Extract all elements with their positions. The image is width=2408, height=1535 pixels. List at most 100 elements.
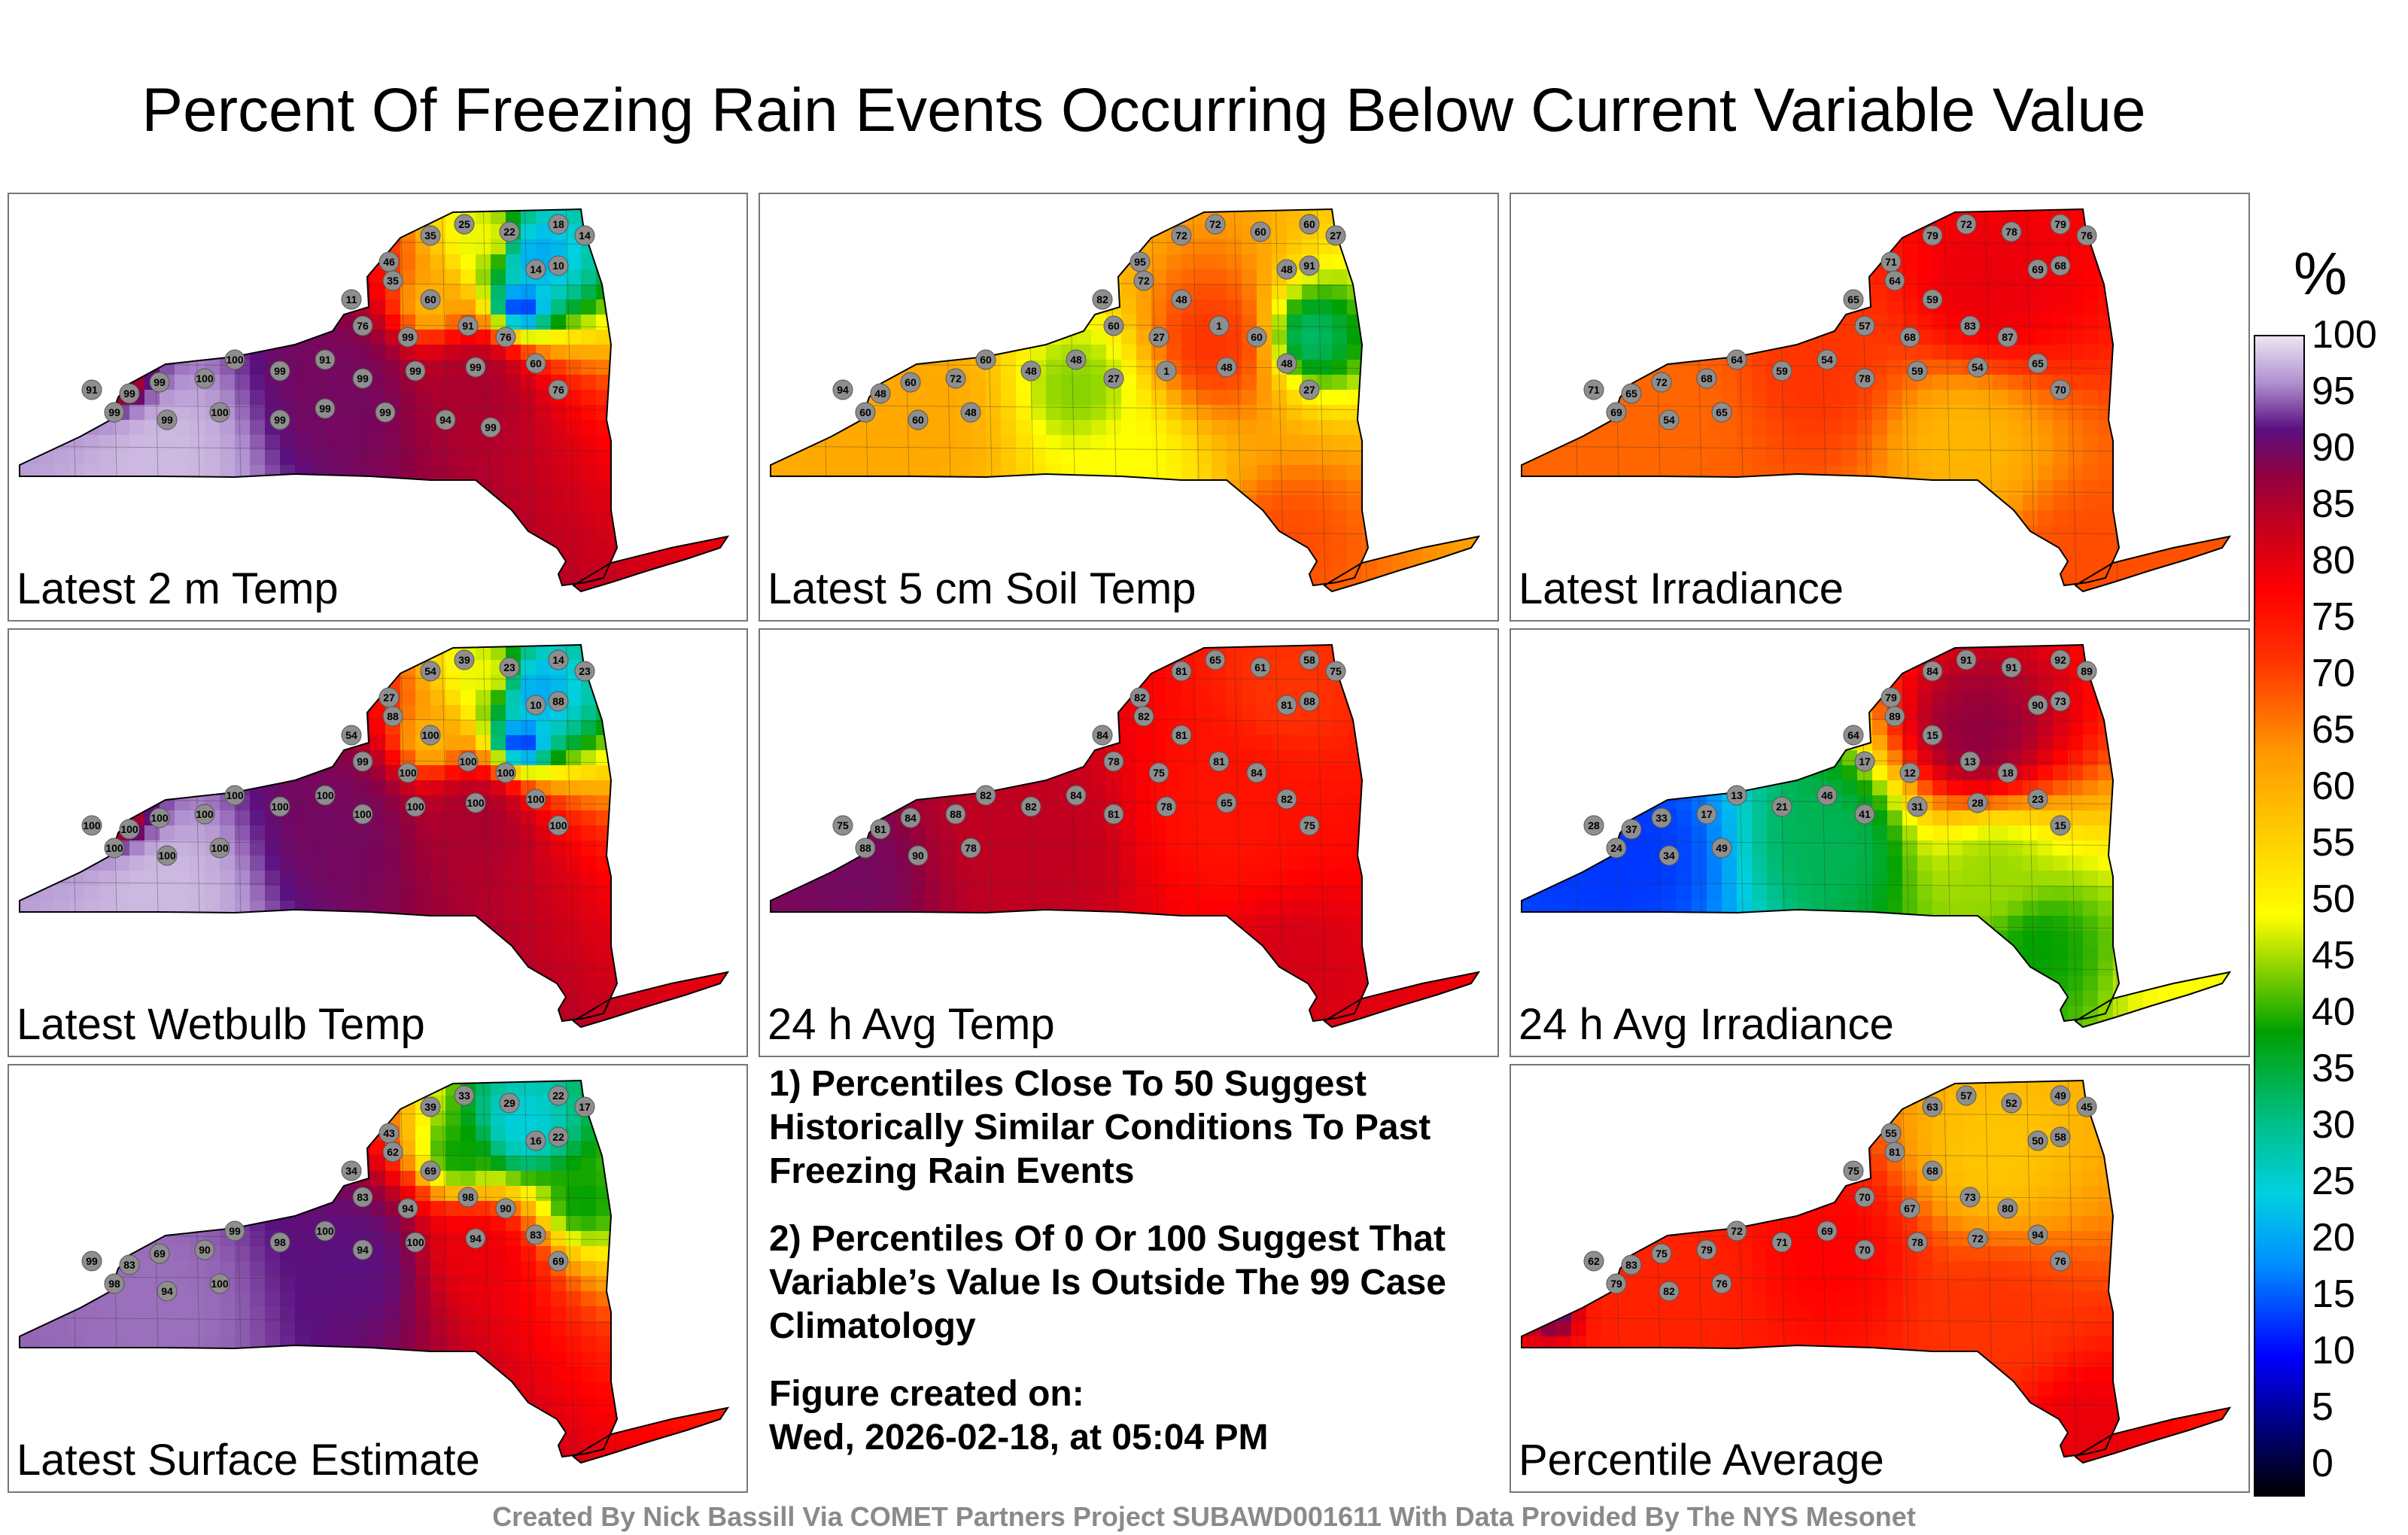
station-dot [1606, 837, 1627, 859]
station-marker: 81 [1171, 661, 1192, 682]
station-value: 72 [1655, 376, 1668, 388]
station-marker: 49 [1711, 837, 1732, 859]
station-dot [870, 383, 891, 404]
station-dot [269, 409, 290, 430]
station-value: 68 [1904, 331, 1916, 343]
station-dot [832, 379, 853, 400]
station-dot [382, 270, 403, 291]
station-value: 76 [1716, 1278, 1728, 1290]
station-value: 60 [912, 414, 924, 426]
station-marker: 80 [1997, 1198, 2018, 1219]
station-marker: 48 [960, 402, 981, 423]
station-value: 60 [1303, 218, 1315, 230]
station-dot [1250, 221, 1271, 242]
station-value: 100 [354, 808, 372, 820]
station-dot [525, 353, 546, 374]
map-canvas: 33 29 22 17 39 43 16 22 34 62 69 83 94 98 90 83 69 94 100 9… [19, 1079, 730, 1464]
station-dot [352, 804, 373, 825]
station-dot [1205, 649, 1226, 670]
station-marker: 98 [269, 1232, 290, 1253]
station-marker: 100 [458, 751, 479, 772]
long-island-outline [2074, 1406, 2232, 1464]
station-dot [458, 315, 479, 336]
station-value: 100 [406, 801, 424, 813]
panel-latest-irradiance: 72 78 79 76 79 71 69 68 65 64 59 57 68 83 87 65 70 54 59 78… [1510, 193, 2250, 622]
station-marker: 99 [375, 402, 396, 423]
station-value: 17 [1859, 755, 1871, 768]
station-marker: 82 [1130, 687, 1151, 708]
station-marker: 65 [1621, 383, 1642, 404]
station-value: 94 [402, 1202, 414, 1214]
station-dot [149, 807, 170, 828]
colorbar-tick-45: 45 [2312, 934, 2355, 977]
station-dot [499, 657, 520, 678]
station-value: 100 [549, 819, 567, 831]
station-marker: 60 [420, 289, 441, 310]
station-value: 68 [1701, 372, 1713, 385]
station-marker: 90 [908, 845, 929, 866]
station-value: 79 [1926, 229, 1938, 242]
note-2: 2) Percentiles Of 0 Or 100 Suggest That … [769, 1219, 1446, 1346]
station-dot [81, 379, 102, 400]
station-marker: 68 [1922, 1160, 1943, 1181]
station-dot [1967, 1228, 1988, 1249]
station-marker: 99 [269, 360, 290, 381]
station-value: 23 [503, 661, 515, 673]
station-marker: 82 [1276, 789, 1297, 810]
station-value: 94 [357, 1244, 369, 1256]
station-marker: 75 [1325, 661, 1346, 682]
created-label: Figure created on: [769, 1374, 1084, 1414]
station-value: 100 [83, 819, 101, 831]
station-marker: 15 [2050, 815, 2071, 836]
station-dot [1854, 1187, 1875, 1208]
station-value: 17 [579, 1101, 591, 1113]
station-marker: 88 [1299, 691, 1320, 712]
station-dot [960, 402, 981, 423]
station-value: 54 [345, 729, 357, 741]
station-value: 99 [86, 1255, 98, 1267]
station-marker: 62 [1583, 1251, 1604, 1272]
station-value: 31 [1911, 801, 1923, 813]
station-marker: 100 [194, 368, 215, 389]
station-value: 84 [1251, 767, 1263, 779]
station-value: 35 [387, 275, 399, 287]
station-dot [2076, 225, 2097, 246]
station-marker: 14 [574, 225, 595, 246]
station-value: 27 [1153, 331, 1165, 343]
panel-24h-avg-irradiance: 91 91 92 89 84 79 90 73 64 89 15 17 12 13 18 23 15 28 31 41… [1510, 628, 2250, 1057]
station-value: 69 [1610, 406, 1622, 418]
long-island-outline [2074, 971, 2232, 1029]
station-value: 76 [357, 320, 369, 332]
station-value: 99 [409, 365, 421, 377]
station-marker: 88 [855, 837, 876, 859]
station-dot [382, 706, 403, 727]
station-value: 59 [1926, 293, 1938, 305]
station-marker: 64 [1843, 725, 1864, 746]
station-marker: 27 [379, 687, 400, 708]
station-dot [1696, 1239, 1717, 1260]
colorbar-tick-90: 90 [2312, 426, 2355, 470]
station-value: 34 [345, 1165, 357, 1177]
colorbar-unit: % [2294, 240, 2348, 307]
panel-latest-wetbulb-temp: 39 23 14 23 54 27 10 88 54 88 100 99 100 100 100 100 100… [8, 628, 748, 1057]
station-marker: 54 [341, 725, 362, 746]
station-value: 46 [383, 256, 395, 268]
station-marker: 94 [465, 1228, 486, 1249]
station-dot [454, 649, 475, 670]
station-marker: 69 [548, 1251, 569, 1272]
colorbar-tick-5: 5 [2312, 1385, 2334, 1429]
station-value: 41 [1859, 808, 1871, 820]
station-value: 57 [1960, 1090, 1972, 1102]
station-value: 100 [271, 801, 289, 813]
station-dot [1726, 785, 1747, 806]
station-marker: 13 [1726, 785, 1747, 806]
colorbar-tick-25: 25 [2312, 1160, 2355, 1203]
station-value: 84 [905, 812, 917, 824]
station-dot [945, 804, 966, 825]
station-dot [1325, 661, 1346, 682]
station-value: 54 [424, 665, 436, 677]
station-value: 82 [980, 789, 992, 801]
station-marker: 99 [149, 372, 170, 393]
station-marker: 100 [315, 1220, 336, 1242]
